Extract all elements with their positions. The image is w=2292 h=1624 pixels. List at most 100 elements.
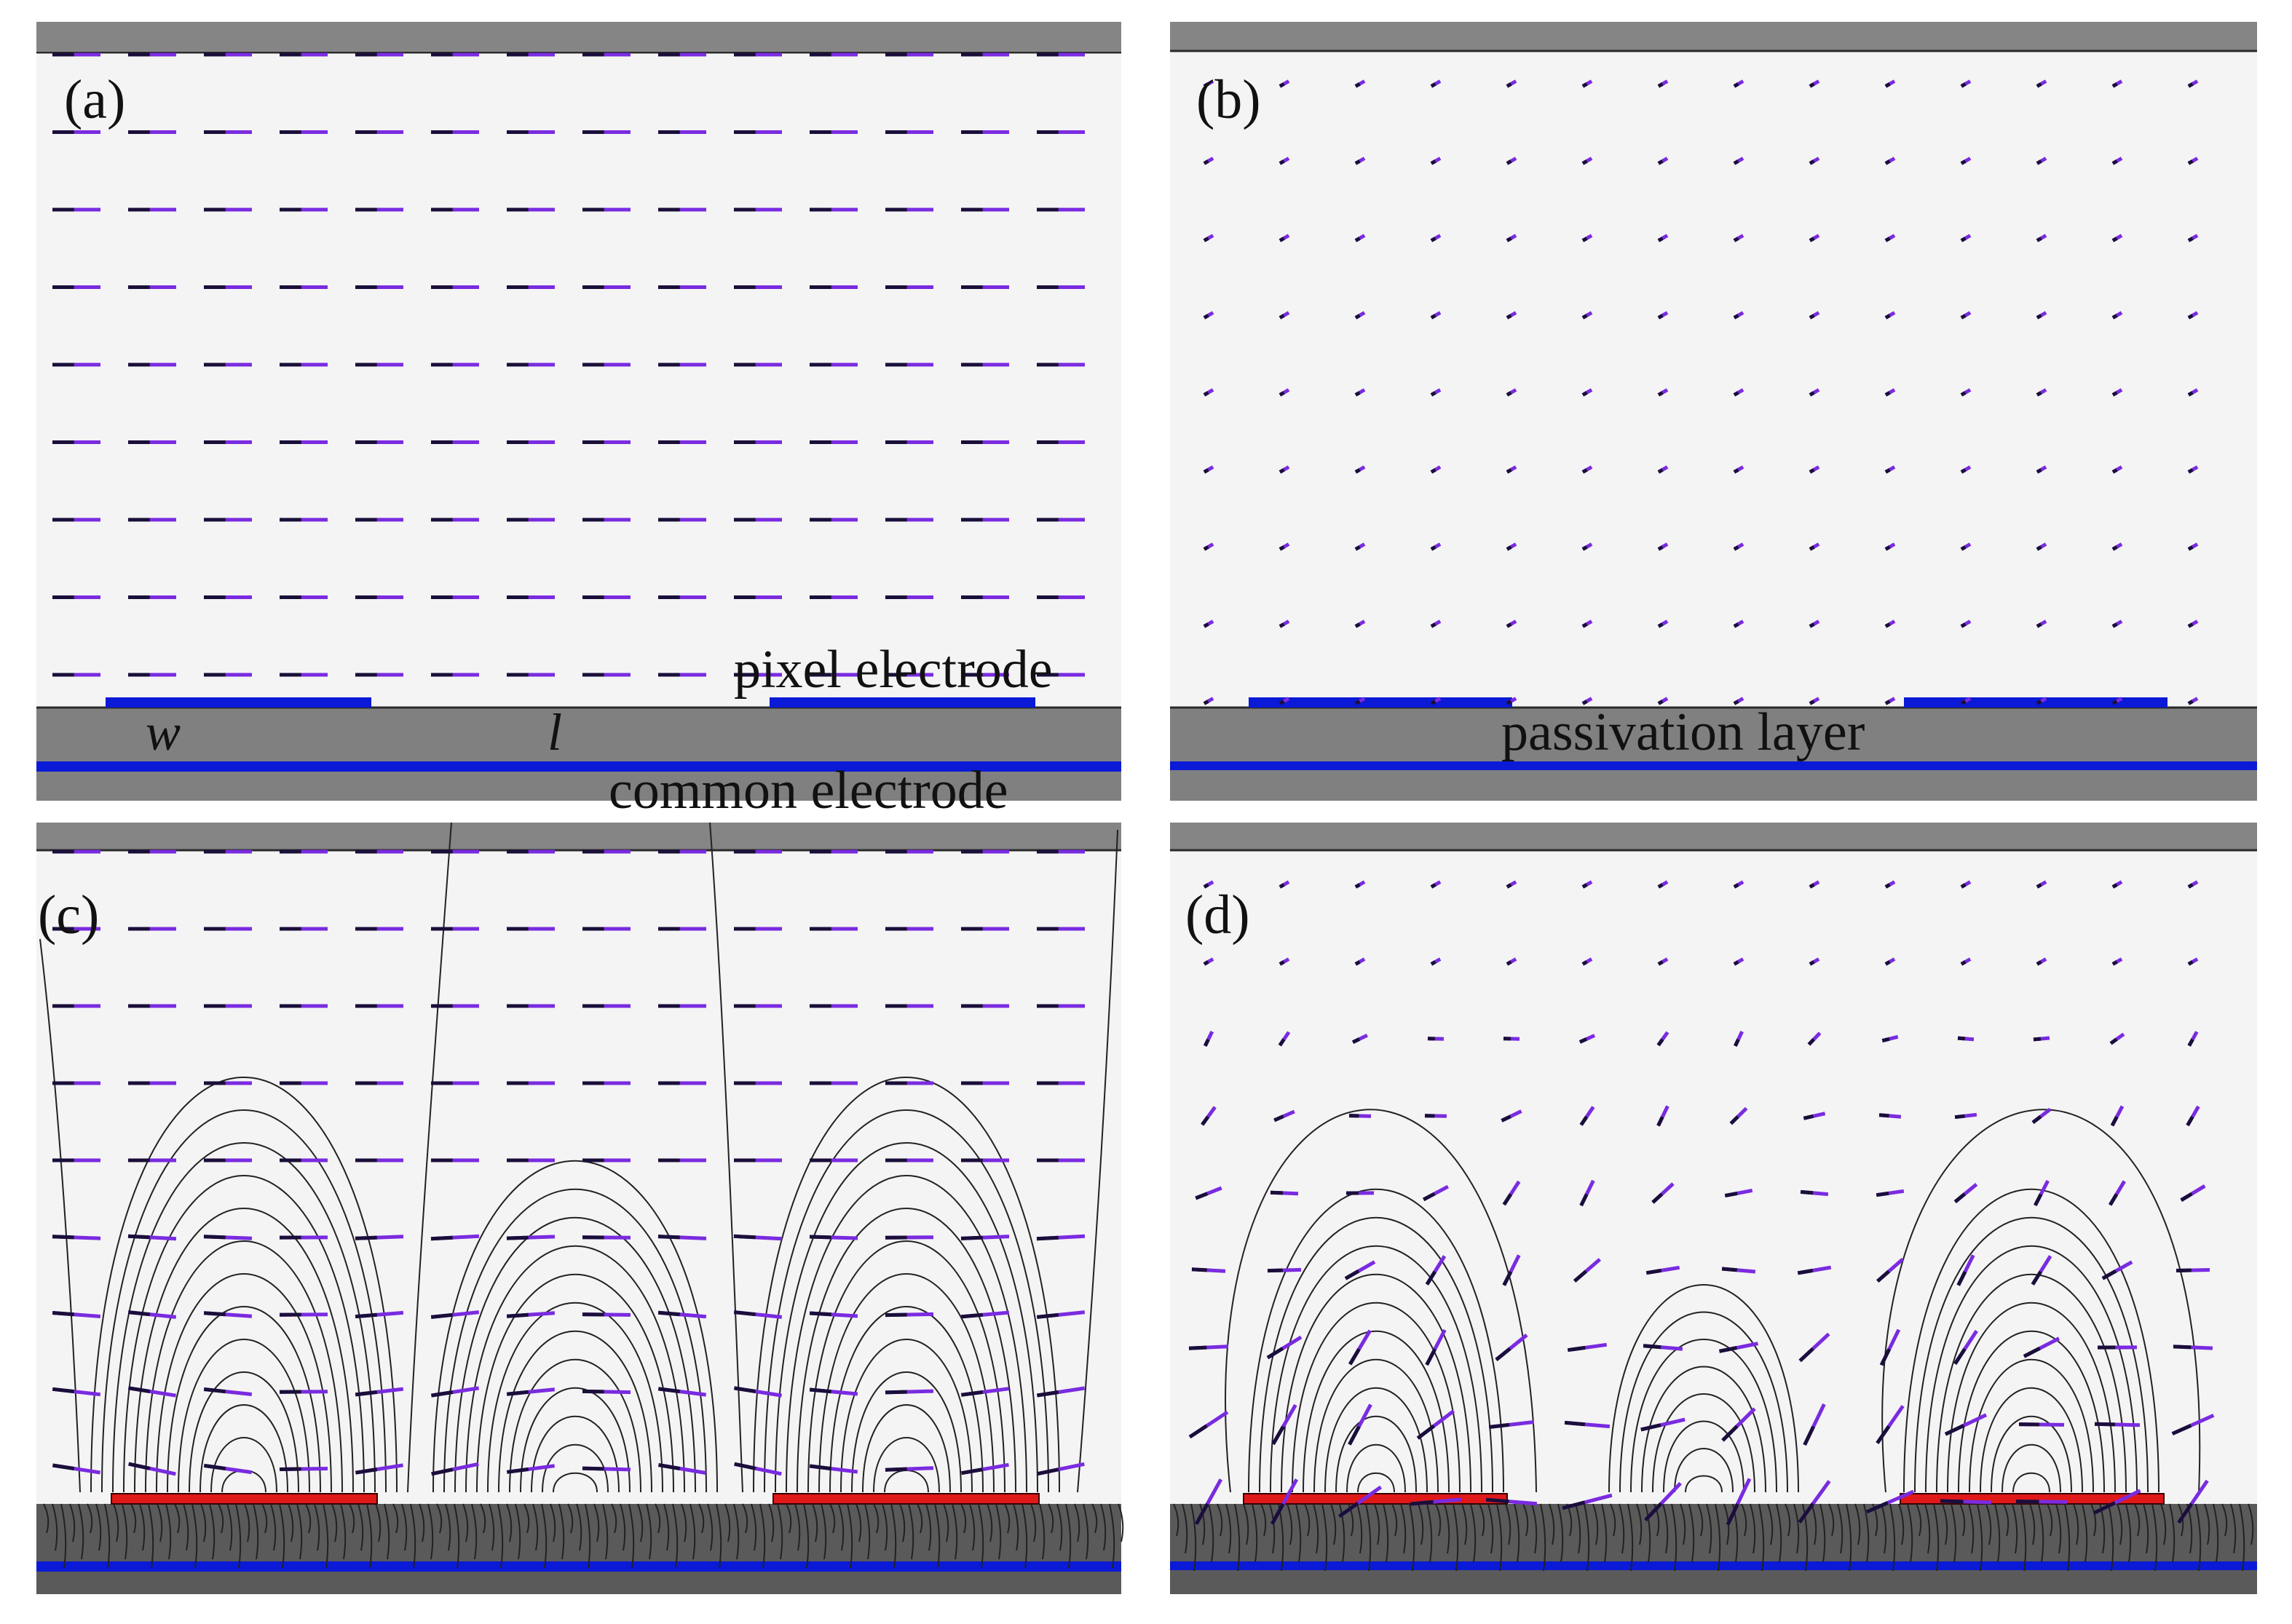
field-line <box>1936 1274 2127 1493</box>
lc-director-mark <box>1203 391 1209 397</box>
lc-director-mark <box>506 1390 529 1396</box>
lc-director-mark <box>1960 82 1967 88</box>
field-line <box>288 1503 294 1542</box>
lc-director-mark <box>1960 700 1967 705</box>
field-line <box>753 1077 1060 1493</box>
lc-director-mark <box>1657 545 1664 551</box>
field-line <box>1531 1503 1538 1554</box>
field-line <box>797 1208 1016 1493</box>
lc-director-mark <box>1579 1115 1589 1126</box>
lc-director-mark <box>2187 159 2194 165</box>
lc-director-mark <box>1798 1347 1814 1363</box>
lc-director-mark <box>1203 82 1209 88</box>
lc-director-mark <box>430 1312 453 1319</box>
lc-director-mark <box>1657 391 1664 397</box>
field-line <box>934 1503 941 1569</box>
lc-director-mark <box>355 1312 377 1319</box>
lc-director-mark <box>1278 1038 1286 1047</box>
field-line <box>1304 1503 1311 1537</box>
lc-director-mark <box>2187 700 2194 705</box>
lc-director-mark <box>1279 883 1285 889</box>
lc-director-mark <box>1425 1270 1437 1286</box>
lc-director-mark <box>1809 622 1815 628</box>
lc-director-mark <box>2036 82 2042 88</box>
field-line <box>357 1503 364 1551</box>
lc-director-mark <box>2111 622 2118 628</box>
lc-director-mark <box>1203 1038 1210 1047</box>
field-line <box>969 1503 976 1551</box>
field-line <box>1662 1503 1669 1554</box>
lc-director-mark <box>1271 1425 1285 1446</box>
field-line <box>724 1503 731 1542</box>
lc-director-mark <box>1581 883 1588 889</box>
field-line <box>340 1503 347 1560</box>
lc-director-mark <box>2036 237 2042 242</box>
lc-director-mark <box>2177 1502 2194 1524</box>
field-line <box>1074 1503 1080 1542</box>
common-electrode <box>1170 1561 2257 1570</box>
lc-director-mark <box>1279 314 1285 320</box>
lc-director-mark <box>2101 1269 2117 1280</box>
lc-director-mark <box>1501 1114 1511 1122</box>
lc-director-field <box>52 849 1086 1476</box>
pixel-electrode-label: pixel electrode <box>734 640 1053 700</box>
field-line <box>60 1503 67 1569</box>
lc-director-mark <box>2036 622 2042 628</box>
lc-director-mark <box>1203 314 1209 320</box>
lc-director-mark <box>1733 468 1739 474</box>
field-line <box>2029 1503 2036 1545</box>
lc-director-mark <box>1337 1501 1359 1518</box>
lc-director-mark <box>1733 159 1739 165</box>
field-line <box>134 1208 354 1493</box>
field-line <box>506 1503 513 1542</box>
field-line <box>751 1503 757 1551</box>
field-line <box>759 1503 766 1569</box>
field-line <box>1208 1503 1214 1563</box>
pixel-electrode <box>111 1493 378 1505</box>
field-line <box>462 1503 469 1542</box>
lc-director-mark <box>1876 1425 1891 1444</box>
lc-director-mark <box>430 1235 453 1241</box>
field-line <box>410 1503 416 1569</box>
field-line <box>1021 1503 1028 1569</box>
field-line <box>2012 1472 2050 1493</box>
panel-c: (c) common electrode <box>36 761 1124 1594</box>
field-line <box>567 1503 574 1534</box>
field-line <box>925 1503 932 1551</box>
field-line <box>498 1331 652 1493</box>
field-line <box>1837 1503 1844 1554</box>
field-line <box>1505 1503 1511 1545</box>
lc-director-mark <box>1430 545 1437 551</box>
field-line <box>1039 1503 1046 1560</box>
lc-director-mark <box>1721 1425 1739 1442</box>
lc-director-mark <box>1733 314 1739 320</box>
lc-director-mark <box>1354 237 1361 242</box>
field-line <box>952 1503 958 1560</box>
lc-director-mark <box>1344 1269 1360 1280</box>
lc-director-mark <box>1733 960 1739 966</box>
lc-director-mark <box>2187 883 2194 889</box>
field-line <box>1969 1358 2094 1493</box>
field-line <box>840 1339 973 1493</box>
field-line <box>1182 1503 1188 1554</box>
field-line <box>489 1503 495 1551</box>
field-line <box>818 1273 995 1493</box>
field-line <box>183 1503 189 1551</box>
field-line <box>585 1503 591 1569</box>
lc-director-mark <box>1506 82 1512 88</box>
lc-director-mark <box>2111 159 2118 165</box>
field-line <box>1118 1503 1124 1542</box>
lc-director-mark <box>1203 883 1209 889</box>
lc-director-mark <box>1940 1499 1964 1504</box>
lc-director-mark <box>2109 1037 2118 1045</box>
field-line <box>576 1503 582 1551</box>
field-line <box>1619 1311 1788 1493</box>
lc-director-mark <box>734 1462 756 1470</box>
field-line <box>1269 1503 1276 1554</box>
field-line <box>1863 1503 1870 1563</box>
lc-director-mark <box>2111 237 2118 242</box>
field-line <box>838 1503 845 1551</box>
lc-director-mark <box>1036 1235 1059 1241</box>
common-electrode <box>1170 761 2257 770</box>
lc-director-mark <box>203 1463 226 1470</box>
